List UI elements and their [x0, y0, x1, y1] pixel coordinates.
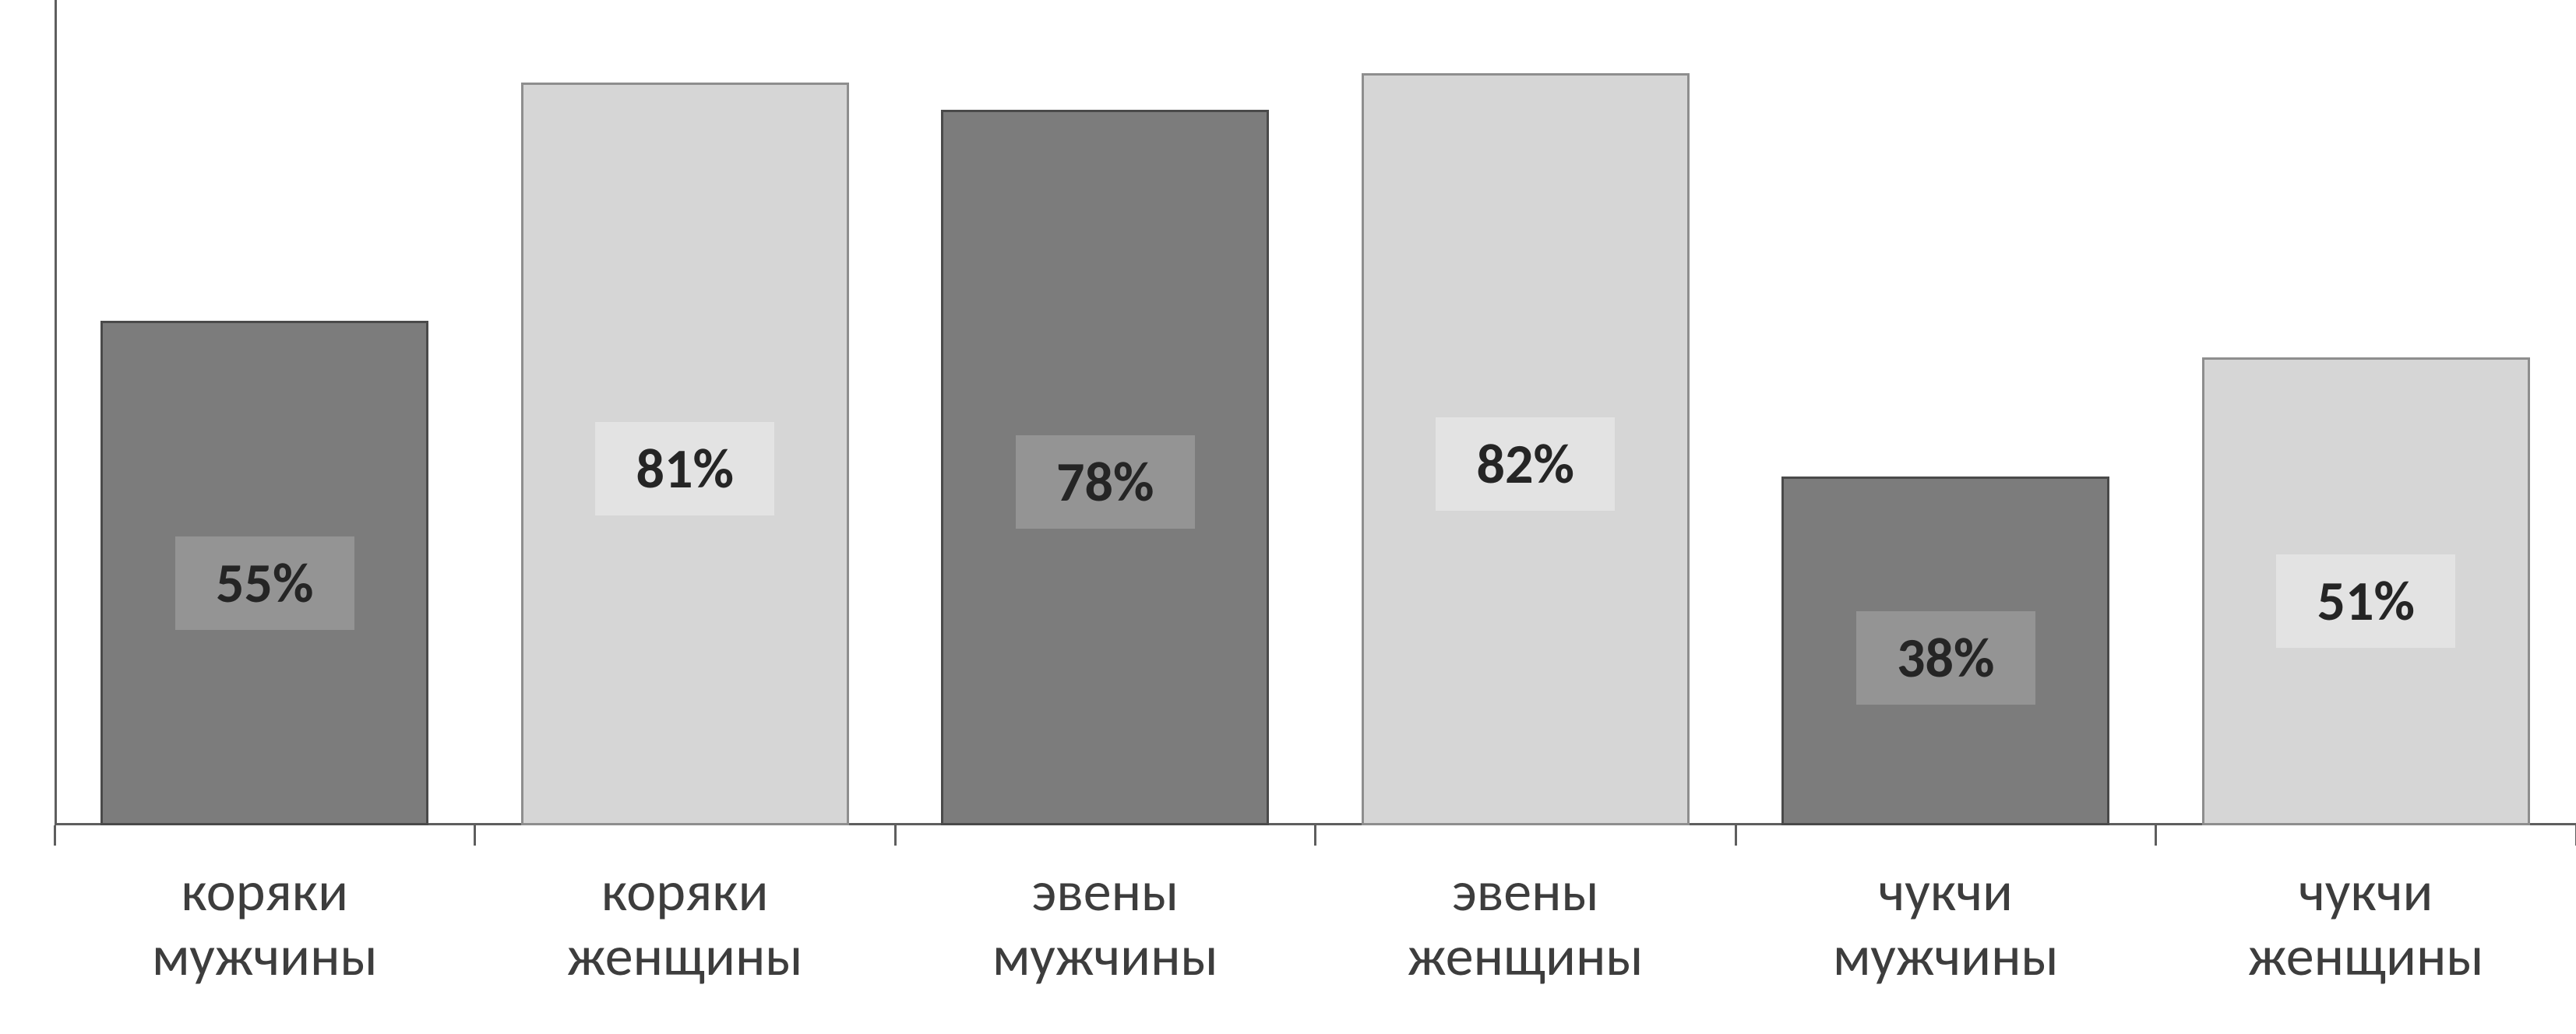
x-tick-label: чукчиженщины — [2156, 860, 2576, 989]
bar-value-label: 38% — [1856, 611, 2035, 705]
bar-value-label: 78% — [1016, 435, 1195, 529]
x-tick-label-line2: женщины — [475, 924, 896, 989]
x-tick-label-line1: коряки — [475, 860, 896, 924]
x-tick-label: эвенымужчины — [895, 860, 1316, 989]
x-tick-label: корякимужчины — [55, 860, 475, 989]
x-tick-mark — [54, 825, 56, 846]
bar-value-label: 51% — [2276, 554, 2455, 648]
x-tick-label: чукчимужчины — [1736, 860, 2156, 989]
bar-chart: 55%81%78%82%38%51% корякимужчиныкорякиже… — [0, 0, 2576, 1034]
x-tick-label-line1: эвены — [1316, 860, 1736, 924]
x-tick-label: корякиженщины — [475, 860, 896, 989]
x-tick-mark — [2155, 825, 2157, 846]
plot-area: 55% 81% 78% 82% 38% 51% — [55, 0, 2576, 825]
x-tick-label-line2: мужчины — [55, 924, 475, 989]
x-tick-mark — [1314, 825, 1316, 846]
x-tick-label-line2: женщины — [2156, 924, 2576, 989]
x-tick-label-line2: женщины — [1316, 924, 1736, 989]
x-tick-label-line2: мужчины — [1736, 924, 2156, 989]
y-axis — [55, 0, 57, 825]
x-tick-label: эвеныженщины — [1316, 860, 1736, 989]
x-tick-label-line2: мужчины — [895, 924, 1316, 989]
x-tick-label-line1: чукчи — [2156, 860, 2576, 924]
bar-value-label: 82% — [1436, 417, 1615, 511]
x-tick-mark — [474, 825, 476, 846]
bar-value-label: 55% — [175, 536, 354, 630]
bar-value-label: 81% — [595, 422, 774, 515]
x-tick-mark — [1735, 825, 1737, 846]
x-tick-label-line1: коряки — [55, 860, 475, 924]
x-tick-label-line1: эвены — [895, 860, 1316, 924]
x-tick-mark — [894, 825, 897, 846]
x-tick-label-line1: чукчи — [1736, 860, 2156, 924]
